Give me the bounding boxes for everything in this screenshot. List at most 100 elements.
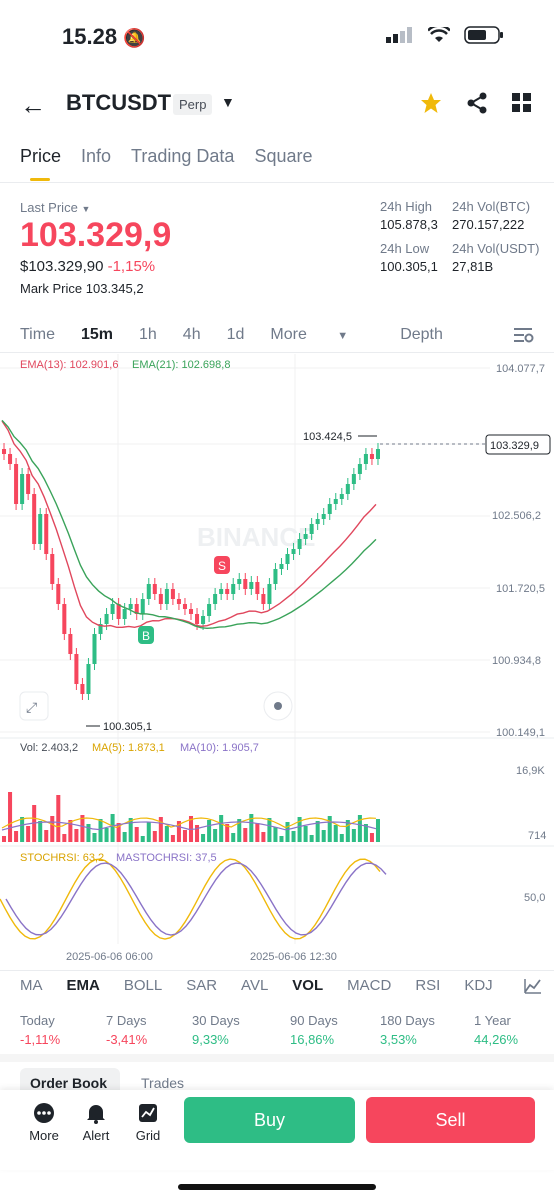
ind-macd[interactable]: MACD bbox=[347, 977, 392, 994]
chart-settings-icon[interactable] bbox=[514, 327, 534, 343]
more-button[interactable]: More bbox=[22, 1102, 66, 1143]
candle bbox=[74, 654, 79, 684]
vol-usdt-value: 27,81B bbox=[452, 259, 494, 274]
candle bbox=[170, 589, 175, 599]
grid-label: Grid bbox=[135, 1128, 161, 1143]
volume-bars bbox=[2, 792, 380, 842]
candle bbox=[369, 454, 374, 459]
performance-grid: Today 7 Days 30 Days 90 Days 180 Days 1 … bbox=[20, 1013, 554, 1047]
candle bbox=[315, 519, 320, 524]
pair-title[interactable]: BTCUSDT bbox=[66, 90, 172, 115]
candle bbox=[176, 599, 181, 604]
alert-button[interactable]: Alert bbox=[74, 1102, 118, 1143]
tab-price[interactable]: Price bbox=[20, 146, 62, 166]
ind-vol[interactable]: VOL bbox=[292, 977, 324, 994]
price-tick: 100.934,8 bbox=[492, 655, 541, 667]
tf-1d[interactable]: 1d bbox=[226, 326, 245, 343]
volume-bar bbox=[8, 792, 13, 842]
status-time: 15.28 🔕 bbox=[62, 24, 146, 49]
candle bbox=[8, 454, 13, 464]
vol-tick: 16,9K bbox=[516, 765, 545, 777]
expand-icon: ⤢ bbox=[26, 699, 37, 715]
candle bbox=[164, 589, 169, 604]
candle bbox=[62, 604, 67, 634]
buy-marker-label: B bbox=[142, 629, 150, 643]
ind-avl[interactable]: AVL bbox=[241, 977, 269, 994]
chevron-down-icon[interactable]: ▼ bbox=[221, 94, 235, 110]
ind-rsi[interactable]: RSI bbox=[415, 977, 441, 994]
eye-icon bbox=[274, 702, 282, 710]
candle bbox=[207, 604, 212, 616]
candle bbox=[98, 624, 103, 634]
ma5-legend: MA(5): 1.873,1 bbox=[92, 742, 165, 754]
tab-trading-data[interactable]: Trading Data bbox=[131, 146, 235, 166]
volume-bar bbox=[243, 828, 248, 842]
candle bbox=[357, 464, 362, 474]
tf-more[interactable]: More ▼ bbox=[270, 326, 349, 343]
vol-tick: 714 bbox=[528, 830, 546, 842]
battery-icon bbox=[464, 26, 503, 44]
sell-button[interactable]: Sell bbox=[366, 1097, 535, 1143]
high-marker: 103.424,5 bbox=[303, 431, 352, 443]
volume-bar bbox=[279, 836, 284, 842]
share-icon[interactable] bbox=[466, 92, 488, 114]
buy-marker[interactable] bbox=[138, 626, 154, 644]
last-price-label[interactable]: Last Price ▼ bbox=[20, 200, 91, 215]
volume-bar bbox=[134, 827, 139, 842]
candle bbox=[110, 604, 115, 614]
volume-bar bbox=[20, 817, 25, 842]
back-arrow-icon[interactable]: ← bbox=[20, 90, 46, 120]
timeframe-row: Time 15m 1h 4h 1d More ▼ Depth bbox=[20, 326, 469, 344]
sell-marker[interactable] bbox=[214, 556, 230, 574]
candle bbox=[158, 594, 163, 604]
grid-button[interactable]: Grid bbox=[126, 1102, 170, 1143]
ind-boll[interactable]: BOLL bbox=[123, 977, 163, 994]
tf-4h[interactable]: 4h bbox=[182, 326, 201, 343]
stoch-tick: 50,0 bbox=[524, 892, 545, 904]
star-icon[interactable] bbox=[420, 92, 442, 114]
tab-square[interactable]: Square bbox=[254, 146, 313, 166]
volume-bar bbox=[333, 825, 338, 842]
ind-sar[interactable]: SAR bbox=[186, 977, 218, 994]
ind-ema[interactable]: EMA bbox=[66, 977, 100, 994]
indicator-settings-icon[interactable] bbox=[524, 978, 542, 994]
candle bbox=[56, 584, 61, 604]
mastochrsi-legend: MASTOCHRSI: 37,5 bbox=[116, 852, 217, 864]
candle bbox=[279, 564, 284, 569]
caret-down-icon: ▼ bbox=[81, 204, 91, 214]
candlestick-chart[interactable]: BINANCE 104.077,7 102.506,2 101.720,5 10… bbox=[0, 354, 554, 970]
buy-button[interactable]: Buy bbox=[184, 1097, 355, 1143]
mark-price: 103.345,2 bbox=[85, 281, 144, 296]
tf-time[interactable]: Time bbox=[20, 326, 55, 343]
tf-1h[interactable]: 1h bbox=[139, 326, 157, 343]
mute-icon: 🔕 bbox=[123, 28, 146, 48]
expand-button[interactable] bbox=[19, 691, 49, 721]
candle bbox=[44, 514, 49, 554]
tf-15m[interactable]: 15m bbox=[80, 326, 113, 343]
volume-bar bbox=[80, 815, 85, 842]
tf-depth[interactable]: Depth bbox=[400, 326, 443, 343]
grid-layout-icon[interactable] bbox=[512, 93, 532, 113]
candle bbox=[255, 582, 260, 594]
volume-bar bbox=[50, 816, 55, 842]
volume-bar bbox=[44, 830, 49, 842]
candle bbox=[182, 604, 187, 609]
volume-bar bbox=[86, 824, 91, 842]
ind-ma[interactable]: MA bbox=[20, 977, 43, 994]
more-label: More bbox=[29, 1128, 59, 1143]
volume-bar bbox=[14, 831, 19, 842]
tab-info[interactable]: Info bbox=[81, 146, 112, 166]
divider bbox=[0, 970, 554, 971]
perf-label: 1 Year bbox=[474, 1013, 511, 1028]
tab-trades[interactable]: Trades bbox=[141, 1075, 185, 1091]
price-change: -1,15% bbox=[107, 258, 156, 275]
volume-bar bbox=[369, 833, 374, 842]
usd-price-row: $103.329,90 -1,15% bbox=[20, 258, 155, 275]
volume-bar bbox=[140, 836, 145, 842]
ind-kdj[interactable]: KDJ bbox=[464, 977, 493, 994]
perp-badge: Perp bbox=[173, 94, 213, 115]
volume-bar bbox=[56, 795, 61, 842]
perf-value: -3,41% bbox=[106, 1032, 148, 1047]
volume-bar bbox=[303, 826, 308, 842]
volume-bar bbox=[375, 819, 380, 842]
